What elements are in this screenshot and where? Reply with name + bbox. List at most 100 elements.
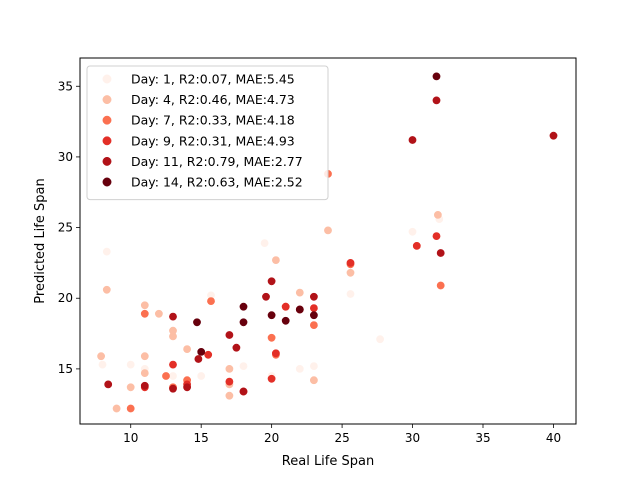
data-point-series-2 [183, 345, 191, 353]
data-point-series-2 [295, 288, 304, 297]
legend-label: Day: 4, R2:0.46, MAE:4.73 [131, 92, 295, 107]
data-point-series-5 [225, 331, 234, 339]
data-point-series-5 [104, 380, 113, 389]
legend: Day: 1, R2:0.07, MAE:5.45 Day: 4, R2:0.46… [86, 65, 329, 201]
data-point-series-6 [281, 316, 290, 325]
data-point-series-1 [169, 372, 177, 380]
data-point-series-6 [432, 72, 441, 81]
y-tick-label: 20 [58, 291, 73, 305]
x-tick-label: 35 [475, 431, 490, 445]
data-point-series-4 [267, 374, 276, 383]
data-point-series-2 [112, 404, 121, 413]
legend-label: Day: 14, R2:0.63, MAE:2.52 [131, 175, 303, 190]
data-point-series-4 [309, 304, 318, 312]
data-point-series-1 [408, 227, 417, 236]
data-point-series-2 [225, 364, 234, 373]
data-point-series-6 [295, 305, 304, 314]
data-point-series-5 [408, 136, 417, 144]
x-axis-label: Real Life Span [282, 454, 374, 469]
data-point-series-4 [225, 377, 234, 386]
legend-marker [102, 177, 112, 187]
data-point-series-5 [309, 292, 318, 301]
data-point-series-3 [126, 404, 135, 413]
data-point-series-5 [169, 312, 177, 321]
data-point-series-5 [267, 277, 276, 286]
data-point-series-6 [239, 302, 248, 311]
x-tick-label: 15 [194, 431, 209, 445]
data-point-series-5 [140, 381, 149, 390]
data-point-series-3 [267, 333, 276, 342]
data-point-series-1 [260, 239, 269, 247]
data-point-series-4 [169, 360, 177, 369]
data-point-series-1 [376, 335, 384, 344]
data-point-series-5 [239, 387, 248, 396]
x-axis-ticks: 10 15 20 25 30 35 40 [123, 424, 561, 445]
data-point-series-2 [154, 309, 163, 318]
data-point-series-1 [126, 360, 135, 369]
data-point-series-1 [295, 364, 304, 373]
data-point-series-4 [204, 350, 213, 359]
data-point-series-3 [436, 281, 445, 290]
data-point-series-5 [183, 383, 191, 392]
data-point-series-5 [436, 249, 445, 257]
data-point-series-2 [102, 285, 111, 294]
data-point-series-4 [281, 302, 290, 311]
data-point-series-5 [169, 384, 177, 393]
y-tick-label: 35 [58, 79, 73, 93]
data-point-series-5 [232, 343, 241, 352]
data-point-series-6 [197, 347, 206, 356]
data-point-series-5 [549, 131, 558, 140]
data-point-series-3 [207, 297, 215, 305]
data-point-series-2 [309, 376, 318, 385]
legend-marker [102, 115, 112, 125]
x-tick-label: 40 [546, 431, 561, 445]
data-point-series-3 [162, 372, 170, 380]
data-point-series-1 [346, 290, 355, 298]
data-point-series-2 [140, 301, 149, 310]
data-point-series-3 [140, 309, 149, 318]
data-point-series-1 [102, 247, 111, 256]
legend-marker [102, 74, 112, 84]
data-point-series-2 [324, 226, 332, 235]
y-axis-ticks: 15 20 25 30 35 [58, 79, 80, 376]
data-point-series-6 [309, 311, 318, 320]
data-point-series-2 [271, 256, 280, 264]
data-point-series-2 [140, 352, 149, 361]
y-tick-label: 25 [58, 221, 73, 235]
data-point-series-2 [97, 352, 105, 361]
x-tick-label: 10 [123, 431, 138, 445]
legend-marker [102, 95, 112, 105]
legend-box [86, 65, 329, 201]
x-tick-label: 20 [264, 431, 279, 445]
x-tick-label: 25 [334, 431, 349, 445]
data-point-series-1 [239, 362, 248, 370]
data-point-series-5 [194, 355, 203, 363]
plot-frame [79, 57, 577, 425]
data-point-series-5 [262, 292, 270, 301]
data-point-series-1 [309, 362, 318, 370]
data-point-series-6 [193, 318, 201, 327]
data-point-series-4 [432, 232, 441, 240]
data-point-series-1 [98, 360, 107, 369]
data-point-series-6 [267, 311, 276, 320]
legend-label: Day: 7, R2:0.33, MAE:4.18 [131, 113, 295, 128]
legend-marker [102, 156, 112, 166]
legend-label: Day: 9, R2:0.31, MAE:4.93 [131, 133, 295, 148]
y-tick-label: 15 [58, 362, 73, 376]
data-point-series-2 [225, 391, 234, 400]
legend-marker [102, 136, 112, 146]
data-point-series-2 [140, 369, 149, 377]
data-point-series-2 [433, 210, 442, 219]
data-point-series-6 [239, 318, 248, 327]
legend-label: Day: 1, R2:0.07, MAE:5.45 [131, 72, 295, 87]
x-tick-label: 30 [405, 431, 420, 445]
legend-label: Day: 11, R2:0.79, MAE:2.77 [131, 154, 303, 169]
data-point-series-2 [346, 268, 355, 277]
data-point-series-1 [197, 372, 206, 380]
data-point-series-3 [309, 321, 318, 329]
data-point-series-2 [126, 383, 135, 392]
data-point-series-4 [412, 241, 421, 250]
data-point-series-5 [432, 96, 441, 105]
y-tick-label: 30 [58, 150, 73, 164]
